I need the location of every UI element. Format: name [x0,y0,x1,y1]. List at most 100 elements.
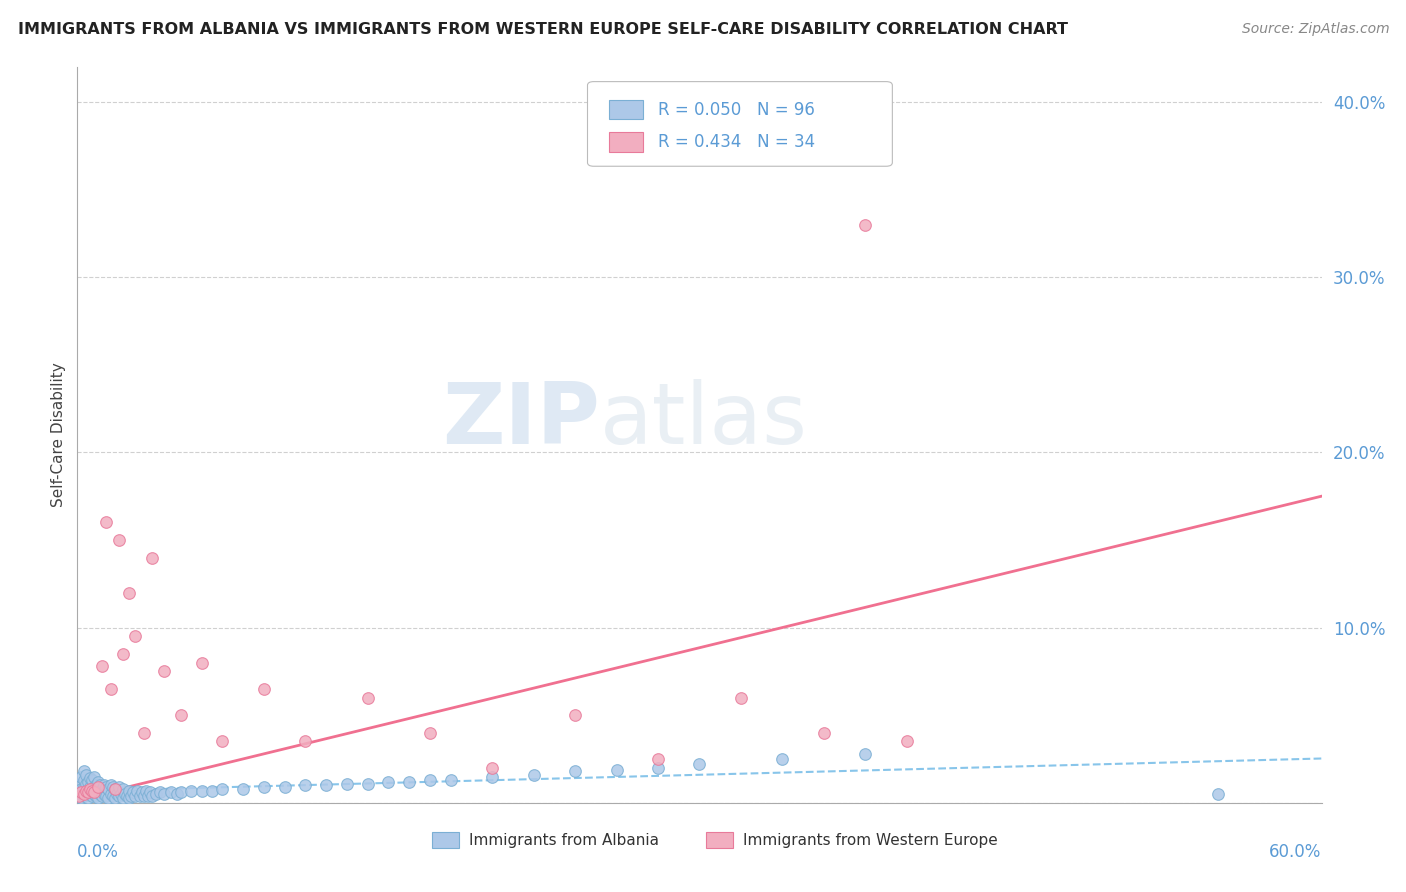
Point [104,781,127,796]
Text: ZIP: ZIP [443,378,600,462]
Point [84,789,107,803]
Point [100,778,122,792]
Point [253,681,276,696]
Point [153,665,176,679]
Point [100,681,122,696]
Point [135,783,157,797]
Point [76,774,98,789]
Point [115,789,138,803]
FancyBboxPatch shape [706,832,733,848]
Text: 60.0%: 60.0% [1270,843,1322,862]
Point [141,550,163,565]
Text: Source: ZipAtlas.com: Source: ZipAtlas.com [1241,22,1389,37]
Text: IMMIGRANTS FROM ALBANIA VS IMMIGRANTS FROM WESTERN EUROPE SELF-CARE DISABILITY C: IMMIGRANTS FROM ALBANIA VS IMMIGRANTS FR… [18,22,1069,37]
Point [75,768,97,782]
Text: R = 0.050   N = 96: R = 0.050 N = 96 [658,101,815,119]
Point [83,787,105,801]
Point [114,787,136,801]
Point [79,787,101,801]
Point [132,725,155,739]
Point [72,764,94,779]
Point [118,790,141,805]
Point [105,787,128,801]
Point [96,780,118,794]
Point [80,789,103,803]
Point [107,789,129,803]
Point [70,770,93,784]
Y-axis label: Self-Care Disability: Self-Care Disability [51,362,66,508]
Point [159,785,181,799]
Point [357,690,380,705]
Point [111,781,134,796]
Point [83,770,105,784]
Point [84,778,107,792]
Point [136,789,159,803]
Point [111,790,134,805]
Point [101,780,124,794]
Point [70,790,93,805]
Point [273,780,295,794]
Point [439,772,461,787]
Point [190,656,214,670]
Point [211,781,233,796]
Point [76,790,98,805]
Point [132,789,155,803]
Point [730,690,752,705]
Point [153,787,176,801]
Point [80,772,103,787]
Point [127,783,149,797]
Point [180,783,202,797]
Point [72,780,94,794]
Point [89,778,111,792]
Point [813,725,835,739]
Text: Immigrants from Albania: Immigrants from Albania [470,833,659,847]
Point [91,659,114,673]
Point [87,783,110,797]
Point [96,789,118,803]
Point [101,789,124,803]
Point [419,725,441,739]
Point [72,789,94,803]
Text: Immigrants from Western Europe: Immigrants from Western Europe [742,833,998,847]
Point [145,787,167,801]
Point [201,783,224,797]
Point [96,516,118,530]
Point [232,781,254,796]
Point [166,787,188,801]
Point [481,761,503,775]
Point [72,772,94,787]
Text: atlas: atlas [600,378,808,462]
Point [294,734,316,748]
Point [93,787,115,801]
Point [131,785,153,799]
Point [107,780,129,794]
Point [211,734,233,748]
FancyBboxPatch shape [609,132,644,152]
Point [87,774,110,789]
Text: R = 0.434   N = 34: R = 0.434 N = 34 [658,133,815,151]
Point [97,781,120,796]
Point [104,781,127,796]
Point [107,533,129,547]
Point [564,708,586,723]
Point [80,783,103,797]
Point [1206,787,1229,801]
Point [122,785,145,799]
Point [647,752,669,766]
FancyBboxPatch shape [588,81,893,166]
Point [170,708,193,723]
Point [170,785,193,799]
Point [855,218,877,232]
Point [149,785,172,799]
Point [104,790,127,805]
Point [87,790,110,805]
Point [83,785,105,799]
Point [79,781,101,796]
Point [896,734,918,748]
Point [689,757,711,772]
FancyBboxPatch shape [432,832,460,848]
Point [76,785,98,799]
Point [93,778,115,792]
Point [419,772,441,787]
Point [100,787,122,801]
